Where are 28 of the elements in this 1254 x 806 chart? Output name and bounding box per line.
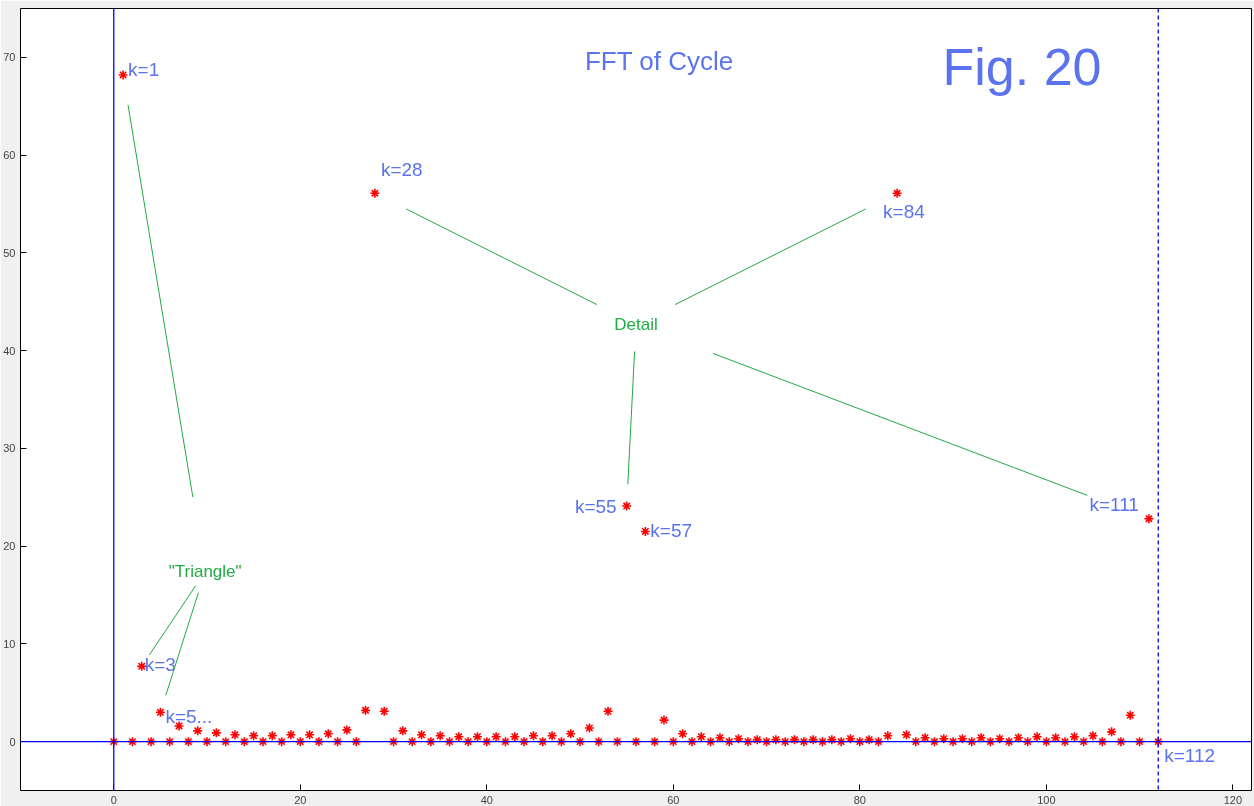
x-tick-label: 60 <box>667 793 680 806</box>
annotation: k=1 <box>128 59 160 81</box>
y-tick-label: 10 <box>3 637 16 650</box>
annotation: k=55 <box>574 495 617 517</box>
x-tick-label: 120 <box>1223 793 1243 806</box>
y-tick-label: 0 <box>9 735 16 748</box>
annotation: Detail <box>614 314 658 334</box>
annotation: k=57 <box>650 519 693 541</box>
annotation: k=112 <box>1164 745 1216 767</box>
y-tick-label: 40 <box>3 344 16 357</box>
x-tick-label: 100 <box>1037 793 1056 806</box>
x-tick-label: 20 <box>294 793 307 806</box>
y-tick-label: 30 <box>3 442 16 455</box>
y-tick-label: 50 <box>3 246 16 259</box>
y-tick-label: 70 <box>3 51 16 64</box>
annotation: "Triangle" <box>168 562 242 582</box>
y-tick-label: 60 <box>3 149 16 162</box>
x-tick-label: 0 <box>110 793 117 806</box>
x-tick-label: 40 <box>480 793 493 806</box>
annotation: k=5... <box>165 705 213 727</box>
annotation: Fig. 20 <box>942 37 1102 96</box>
annotation: k=111 <box>1089 494 1139 516</box>
annotation: k=28 <box>380 158 423 180</box>
text: FFT of Cycle <box>584 45 734 76</box>
y-tick-label: 20 <box>3 540 16 553</box>
annotation: k=84 <box>883 200 926 222</box>
x-tick-label: 80 <box>853 793 866 806</box>
annotation: k=3 <box>144 653 176 675</box>
